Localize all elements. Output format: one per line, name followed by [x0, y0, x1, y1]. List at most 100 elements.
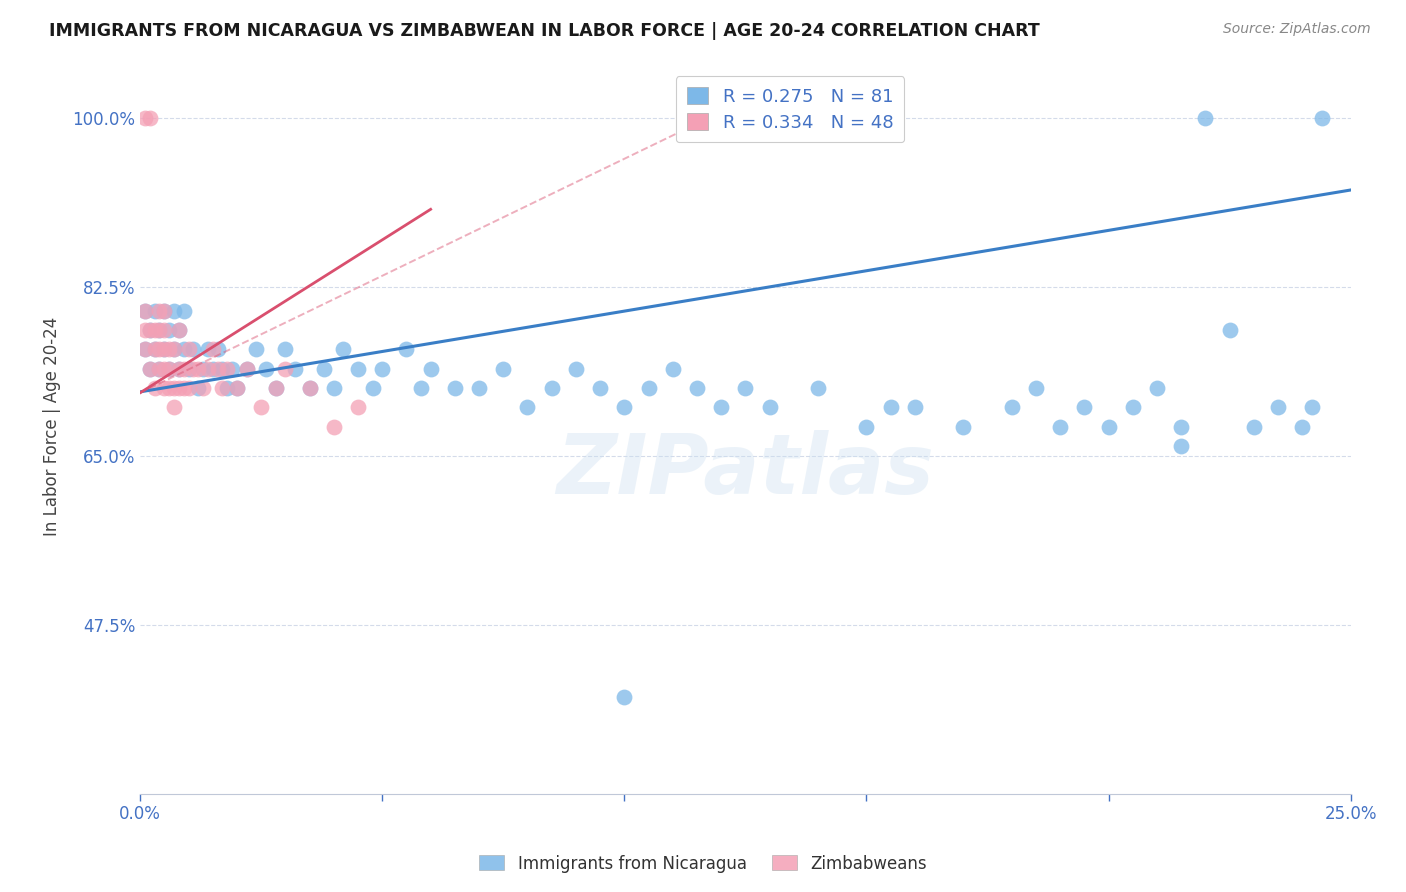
Point: [157, 381, 180, 395]
Point: [173, 343, 195, 357]
Point: [134, 111, 156, 125]
Point: [1025, 381, 1047, 395]
Point: [187, 361, 209, 376]
Point: [139, 111, 162, 125]
Point: [177, 343, 200, 357]
Point: [197, 361, 219, 376]
Point: [879, 401, 901, 415]
Point: [197, 343, 219, 357]
Point: [148, 323, 170, 337]
Point: [1243, 419, 1265, 434]
Point: [904, 401, 927, 415]
Point: [143, 323, 166, 337]
Point: [183, 343, 205, 357]
Point: [134, 323, 156, 337]
Point: [492, 361, 515, 376]
Point: [264, 381, 287, 395]
Point: [1049, 419, 1071, 434]
Point: [217, 361, 239, 376]
Point: [157, 361, 180, 376]
Point: [361, 381, 384, 395]
Point: [201, 361, 224, 376]
Point: [637, 381, 659, 395]
Point: [347, 401, 370, 415]
Point: [710, 401, 733, 415]
Point: [217, 381, 239, 395]
Point: [139, 361, 162, 376]
Point: [153, 381, 176, 395]
Point: [409, 381, 432, 395]
Point: [153, 343, 176, 357]
Point: [613, 690, 636, 704]
Point: [143, 343, 166, 357]
Point: [167, 381, 190, 395]
Point: [221, 361, 243, 376]
Point: [134, 343, 156, 357]
Point: [1310, 111, 1333, 125]
Point: [419, 361, 441, 376]
Point: [187, 381, 209, 395]
Point: [207, 361, 229, 376]
Point: [153, 323, 176, 337]
Point: [143, 343, 166, 357]
Point: [468, 381, 491, 395]
Point: [143, 381, 166, 395]
Point: [952, 419, 974, 434]
Point: [444, 381, 467, 395]
Point: [264, 381, 287, 395]
Point: [661, 361, 683, 376]
Point: [173, 381, 195, 395]
Point: [274, 361, 297, 376]
Text: Source: ZipAtlas.com: Source: ZipAtlas.com: [1223, 22, 1371, 37]
Point: [1146, 381, 1168, 395]
Point: [191, 361, 214, 376]
Point: [254, 361, 277, 376]
Point: [143, 303, 166, 318]
Point: [201, 343, 224, 357]
Point: [807, 381, 830, 395]
Point: [395, 343, 418, 357]
Point: [1170, 439, 1192, 453]
Point: [734, 381, 756, 395]
Point: [183, 361, 205, 376]
Point: [173, 303, 195, 318]
Legend: R = 0.275   N = 81, R = 0.334   N = 48: R = 0.275 N = 81, R = 0.334 N = 48: [676, 76, 904, 143]
Point: [163, 343, 186, 357]
Point: [211, 381, 233, 395]
Point: [274, 343, 297, 357]
Point: [1267, 401, 1289, 415]
Point: [1097, 419, 1119, 434]
Point: [148, 323, 170, 337]
Point: [163, 381, 186, 395]
Point: [371, 361, 394, 376]
Point: [148, 343, 170, 357]
Point: [177, 381, 200, 395]
Point: [177, 361, 200, 376]
Point: [314, 361, 336, 376]
Point: [134, 303, 156, 318]
Point: [855, 419, 877, 434]
Point: [565, 361, 588, 376]
Point: [167, 323, 190, 337]
Point: [1194, 111, 1216, 125]
Legend: Immigrants from Nicaragua, Zimbabweans: Immigrants from Nicaragua, Zimbabweans: [472, 848, 934, 880]
Point: [1170, 419, 1192, 434]
Point: [298, 381, 321, 395]
Point: [1001, 401, 1024, 415]
Point: [211, 361, 233, 376]
Point: [613, 401, 636, 415]
Point: [235, 361, 257, 376]
Point: [157, 361, 180, 376]
Point: [153, 303, 176, 318]
Point: [163, 343, 186, 357]
Point: [226, 381, 249, 395]
Point: [153, 343, 176, 357]
Point: [153, 361, 176, 376]
Y-axis label: In Labor Force | Age 20-24: In Labor Force | Age 20-24: [44, 317, 60, 536]
Point: [332, 343, 354, 357]
Point: [139, 323, 162, 337]
Text: IMMIGRANTS FROM NICARAGUA VS ZIMBABWEAN IN LABOR FORCE | AGE 20-24 CORRELATION C: IMMIGRANTS FROM NICARAGUA VS ZIMBABWEAN …: [49, 22, 1040, 40]
Point: [173, 361, 195, 376]
Point: [250, 401, 273, 415]
Point: [157, 323, 180, 337]
